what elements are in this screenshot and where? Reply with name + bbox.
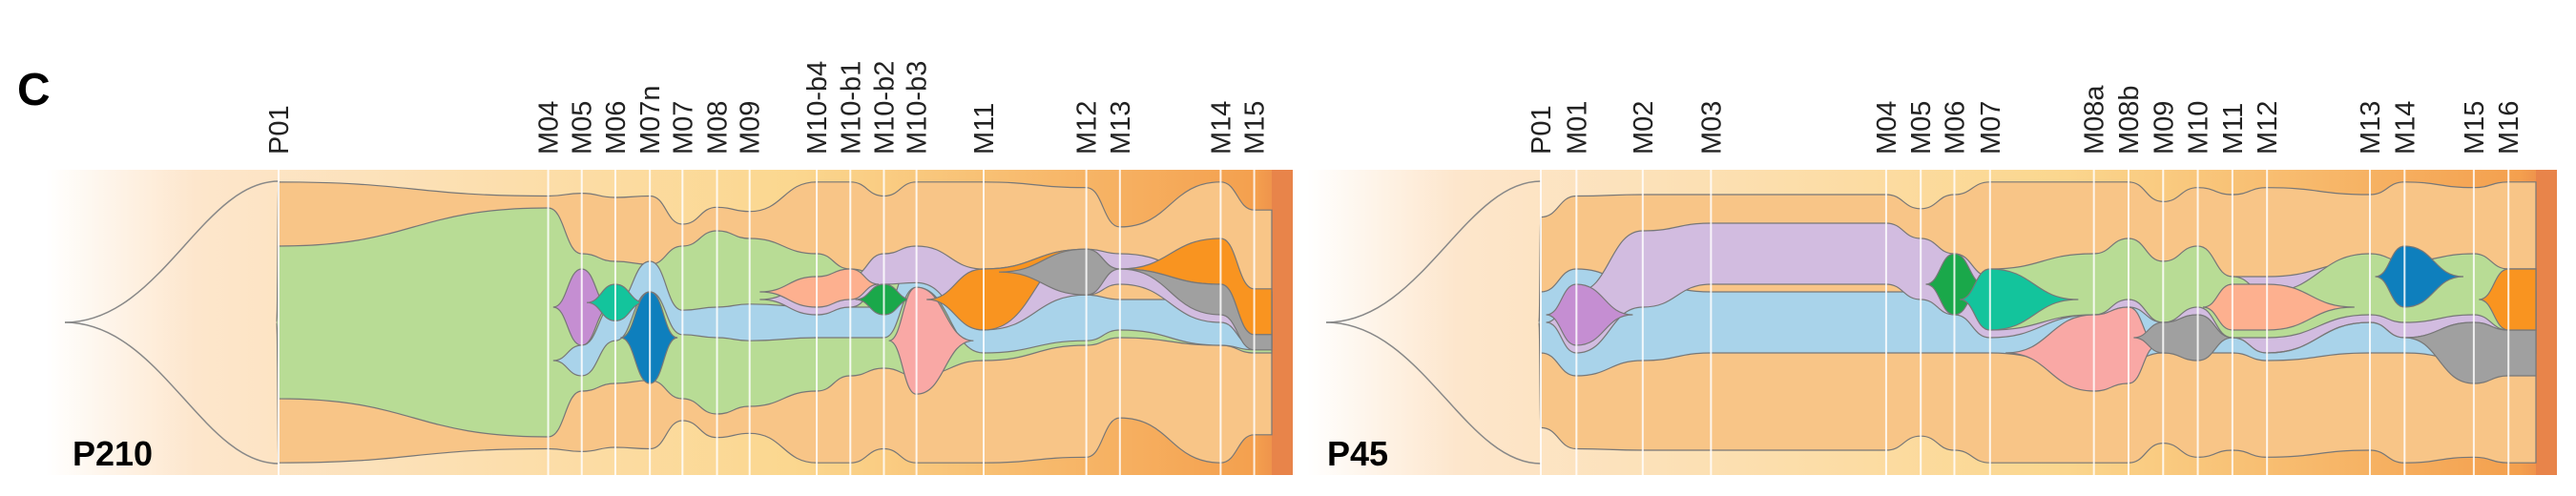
timepoint-label: M04 [534, 101, 565, 155]
ancestry-curve-lower [64, 321, 280, 465]
timepoint-label: M06 [1940, 101, 1970, 155]
timepoint-label: M13 [1106, 101, 1136, 155]
timepoint-label: M01 [1562, 101, 1592, 155]
timepoint-label: M05 [1906, 101, 1937, 155]
timepoint-label: M03 [1696, 101, 1727, 155]
right-edge-band [1272, 170, 1293, 475]
timepoint-label: M12 [2253, 101, 2283, 155]
timepoint-label: M08a [2080, 85, 2110, 155]
ancestry-curve-lower [1325, 321, 1542, 465]
timepoint-label: M14 [2390, 101, 2420, 155]
panel-letter: C [17, 65, 51, 115]
timepoint-label: M13 [2356, 101, 2386, 155]
timepoint-label: M08b [2114, 85, 2145, 155]
timepoint-label: M07 [668, 101, 698, 155]
timepoint-label: M15 [1240, 101, 1271, 155]
timepoint-label: M10-b3 [903, 61, 933, 155]
clone-stream-purple [1546, 283, 1633, 346]
panel-label: P210 [73, 434, 153, 473]
timepoint-label: M04 [1872, 101, 1902, 155]
timepoint-label: M10-b4 [802, 61, 833, 155]
timepoint-label: M11 [969, 103, 1000, 155]
clone-stream-gray [999, 248, 1273, 351]
timepoint-label: M10 [2184, 101, 2214, 155]
ancestry-curve-upper [1325, 180, 1542, 323]
panel-label: P45 [1327, 434, 1388, 473]
timepoint-label: M07 [1976, 101, 2006, 155]
timepoint-label: M09 [736, 101, 766, 155]
clone-stream-pink [888, 286, 974, 395]
timepoint-label: M15 [2460, 101, 2490, 155]
timepoint-label: P01 [1527, 105, 1557, 155]
timepoint-label: M10-b1 [836, 61, 866, 155]
timepoint-label: M08 [703, 101, 734, 155]
timepoint-label: M12 [1072, 101, 1103, 155]
timepoint-label: M14 [1206, 101, 1236, 155]
timepoint-label: M09 [2149, 101, 2179, 155]
clone-stream-orange [2479, 268, 2537, 331]
ancestry-curve-upper [64, 180, 280, 323]
clone-stream-dark-blue [2375, 245, 2464, 308]
timepoint-label: M10-b2 [869, 61, 900, 155]
timepoint-label: M06 [601, 101, 632, 155]
right-edge-band [2536, 170, 2557, 475]
timepoint-label: M16 [2494, 101, 2524, 155]
timepoint-label: M02 [1629, 101, 1659, 155]
timepoint-label: M07n [635, 85, 666, 155]
timepoint-label: M11 [2218, 103, 2249, 155]
timepoint-label: M05 [568, 101, 598, 155]
fish-plot-panel-p210: P01 M04 M05 M06 M07n M07 M08 M09 M10-b4 M10-b1 M10… [46, 61, 1293, 475]
clone-stream-gray [2133, 314, 2537, 384]
fish-plot-panel-p45: P01 M01 M02 M03 M04 M05 M06 M07 M08a M08b M09 M10 M1… [1307, 85, 2557, 475]
timepoint-label: P01 [264, 105, 295, 155]
